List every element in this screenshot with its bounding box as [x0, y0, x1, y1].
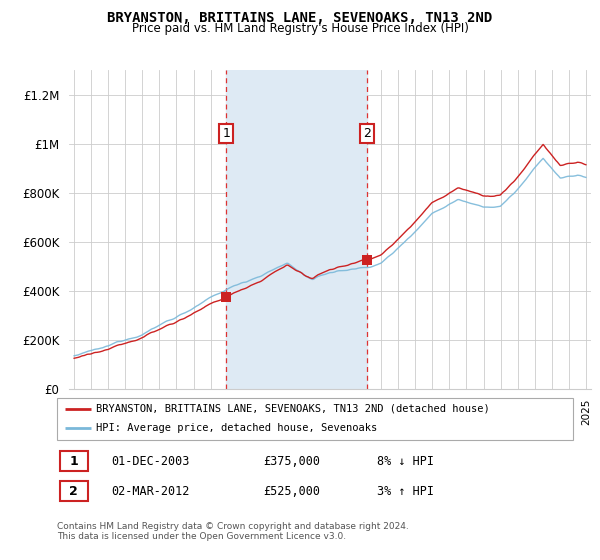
Text: 3% ↑ HPI: 3% ↑ HPI [377, 484, 434, 498]
Text: 02-MAR-2012: 02-MAR-2012 [111, 484, 190, 498]
FancyBboxPatch shape [57, 398, 573, 440]
Text: Price paid vs. HM Land Registry's House Price Index (HPI): Price paid vs. HM Land Registry's House … [131, 22, 469, 35]
Text: BRYANSTON, BRITTAINS LANE, SEVENOAKS, TN13 2ND (detached house): BRYANSTON, BRITTAINS LANE, SEVENOAKS, TN… [96, 404, 490, 414]
Text: £375,000: £375,000 [263, 455, 320, 468]
Text: BRYANSTON, BRITTAINS LANE, SEVENOAKS, TN13 2ND: BRYANSTON, BRITTAINS LANE, SEVENOAKS, TN… [107, 11, 493, 25]
Text: 2: 2 [363, 127, 371, 141]
FancyBboxPatch shape [59, 481, 88, 501]
Text: 1: 1 [223, 127, 230, 141]
Text: HPI: Average price, detached house, Sevenoaks: HPI: Average price, detached house, Seve… [96, 423, 377, 433]
Bar [226, 70, 367, 389]
Text: Contains HM Land Registry data © Crown copyright and database right 2024.
This d: Contains HM Land Registry data © Crown c… [57, 522, 409, 542]
Text: 1: 1 [70, 455, 78, 468]
Text: 8% ↓ HPI: 8% ↓ HPI [377, 455, 434, 468]
Text: £525,000: £525,000 [263, 484, 320, 498]
FancyBboxPatch shape [59, 451, 88, 471]
Text: 01-DEC-2003: 01-DEC-2003 [111, 455, 190, 468]
Text: 2: 2 [70, 484, 78, 498]
